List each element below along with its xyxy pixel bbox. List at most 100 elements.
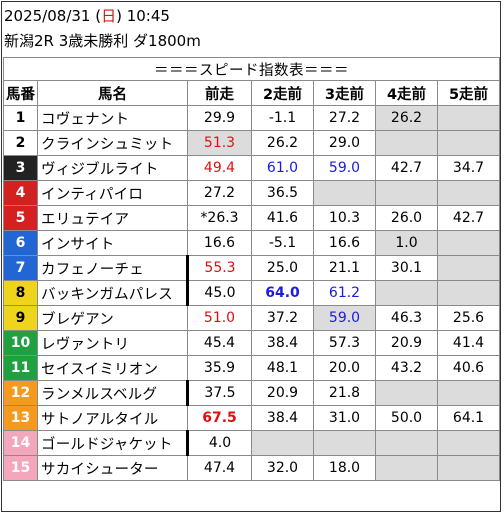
speed-index-3-races-ago: 59.0 (313, 305, 376, 331)
speed-index-3-races-ago: 18.0 (313, 455, 376, 481)
speed-index-2-races-ago (251, 430, 314, 456)
speed-index-5-races-ago: 25.6 (437, 305, 500, 331)
speed-index-3-races-ago: 61.2 (313, 280, 376, 306)
speed-index-last-race: 51.3 (187, 130, 252, 156)
speed-index-3-races-ago (313, 430, 376, 456)
horse-number: 4 (3, 180, 38, 206)
speed-index-4-races-ago: 43.2 (375, 355, 438, 381)
speed-index-last-race: 67.5 (187, 405, 252, 431)
speed-index-5-races-ago (437, 455, 500, 481)
speed-index-last-race: 55.3 (187, 255, 252, 281)
speed-index-3-races-ago (313, 180, 376, 206)
speed-index-2-races-ago: 61.0 (251, 155, 314, 181)
horse-name: ランメルスベルグ (37, 380, 189, 406)
speed-index-5-races-ago: 34.7 (437, 155, 500, 181)
speed-index-5-races-ago: 40.6 (437, 355, 500, 381)
horse-name: サカイシューター (37, 455, 188, 481)
speed-index-4-races-ago: 20.9 (375, 330, 438, 356)
table-row: 7 カフェノーチェ 55.3 25.0 21.1 30.1 (3, 255, 500, 281)
speed-index-3-races-ago: 31.0 (313, 405, 376, 431)
table-row: 9 ブレゲアン 51.0 37.2 59.0 46.3 25.6 (3, 305, 500, 331)
horse-number: 3 (3, 155, 38, 181)
horse-number: 12 (3, 380, 38, 406)
horse-number: 8 (3, 280, 38, 306)
speed-index-4-races-ago: 30.1 (375, 255, 438, 281)
speed-index-4-races-ago (375, 380, 438, 406)
horse-number: 11 (3, 355, 38, 381)
speed-index-last-race: 35.9 (187, 355, 252, 381)
speed-index-last-race: 27.2 (187, 180, 252, 206)
speed-index-2-races-ago: 48.1 (251, 355, 314, 381)
horse-name: ブレゲアン (37, 305, 188, 331)
speed-index-4-races-ago (375, 430, 438, 456)
speed-index-5-races-ago (437, 280, 500, 306)
speed-index-4-races-ago: 1.0 (375, 230, 438, 256)
horse-number: 2 (3, 130, 38, 156)
race-info: 新潟2R 3歳未勝利 ダ1800m (4, 32, 201, 50)
speed-index-3-races-ago: 21.1 (313, 255, 376, 281)
speed-index-last-race: 37.5 (187, 380, 252, 406)
speed-index-4-races-ago (375, 180, 438, 206)
header-row: 馬番 馬名 前走 2走前 3走前 4走前 5走前 (3, 80, 500, 106)
race-datetime: 2025/08/31 (日) 10:45 (4, 7, 170, 25)
speed-index-last-race: *26.3 (187, 205, 252, 231)
horse-name: クラインシュミット (37, 130, 188, 156)
col-header-umaban: 馬番 (3, 80, 38, 106)
speed-index-2-races-ago: 38.4 (251, 405, 314, 431)
speed-index-3-races-ago: 16.6 (313, 230, 376, 256)
speed-index-2-races-ago: 64.0 (251, 280, 314, 306)
speed-index-3-races-ago: 27.2 (313, 105, 376, 131)
speed-index-2-races-ago: 25.0 (251, 255, 314, 281)
speed-index-3-races-ago: 59.0 (313, 155, 376, 181)
horse-name: サトノアルタイル (37, 405, 188, 431)
speed-index-5-races-ago (437, 105, 500, 131)
speed-index-4-races-ago: 26.2 (375, 105, 438, 131)
horse-name: インサイト (37, 230, 188, 256)
col-header-2-races-ago: 2走前 (251, 80, 314, 106)
horse-number: 5 (3, 205, 38, 231)
speed-index-3-races-ago: 57.3 (313, 330, 376, 356)
speed-index-5-races-ago: 42.7 (437, 205, 500, 231)
speed-index-4-races-ago: 26.0 (375, 205, 438, 231)
speed-index-5-races-ago: 41.4 (437, 330, 500, 356)
table-row: 1 コヴェナント 29.9 -1.1 27.2 26.2 (3, 105, 500, 131)
weekday: 日 (101, 7, 117, 25)
col-header-5-races-ago: 5走前 (437, 80, 500, 106)
table-row: 14 ゴールドジャケット 4.0 (3, 430, 500, 456)
speed-index-2-races-ago: 37.2 (251, 305, 314, 331)
speed-index-2-races-ago: 36.5 (251, 180, 314, 206)
col-header-name: 馬名 (37, 80, 188, 106)
speed-index-last-race: 16.6 (187, 230, 252, 256)
table-row: 6 インサイト 16.6 -5.1 16.6 1.0 (3, 230, 500, 256)
table-row: 3 ヴィジブルライト 49.4 61.0 59.0 42.7 34.7 (3, 155, 500, 181)
horse-name: ヴィジブルライト (37, 155, 188, 181)
speed-index-3-races-ago: 10.3 (313, 205, 376, 231)
speed-index-3-races-ago: 29.0 (313, 130, 376, 156)
table-row: 13 サトノアルタイル 67.5 38.4 31.0 50.0 64.1 (3, 405, 500, 431)
speed-index-5-races-ago: 64.1 (437, 405, 500, 431)
datetime-prefix: 2025/08/31 ( (4, 7, 102, 25)
speed-index-5-races-ago (437, 230, 500, 256)
table-row: 8 バッキンガムパレス 45.0 64.0 61.2 (3, 280, 500, 306)
table-row: 15 サカイシューター 47.4 32.0 18.0 (3, 455, 500, 481)
table-row: 2 クラインシュミット 51.3 26.2 29.0 (3, 130, 500, 156)
speed-index-5-races-ago (437, 255, 500, 281)
speed-index-last-race: 49.4 (187, 155, 252, 181)
table-row: 11 セイスイミリオン 35.9 48.1 20.0 43.2 40.6 (3, 355, 500, 381)
speed-index-5-races-ago (437, 430, 500, 456)
speed-index-2-races-ago: 20.9 (251, 380, 314, 406)
speed-index-2-races-ago: -1.1 (251, 105, 314, 131)
table-row: 5 エリュテイア *26.3 41.6 10.3 26.0 42.7 (3, 205, 500, 231)
speed-index-last-race: 45.0 (187, 280, 252, 306)
speed-index-4-races-ago: 50.0 (375, 405, 438, 431)
horse-number: 6 (3, 230, 38, 256)
col-header-4-races-ago: 4走前 (375, 80, 438, 106)
table-row: 4 インティパイロ 27.2 36.5 (3, 180, 500, 206)
horse-number: 9 (3, 305, 38, 331)
horse-name: コヴェナント (37, 105, 188, 131)
speed-index-4-races-ago: 46.3 (375, 305, 438, 331)
speed-index-5-races-ago (437, 380, 500, 406)
horse-name: エリュテイア (37, 205, 188, 231)
horse-name: バッキンガムパレス (37, 280, 189, 306)
